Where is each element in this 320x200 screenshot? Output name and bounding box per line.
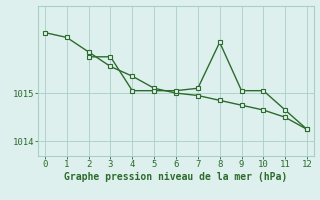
X-axis label: Graphe pression niveau de la mer (hPa): Graphe pression niveau de la mer (hPa) bbox=[64, 172, 288, 182]
